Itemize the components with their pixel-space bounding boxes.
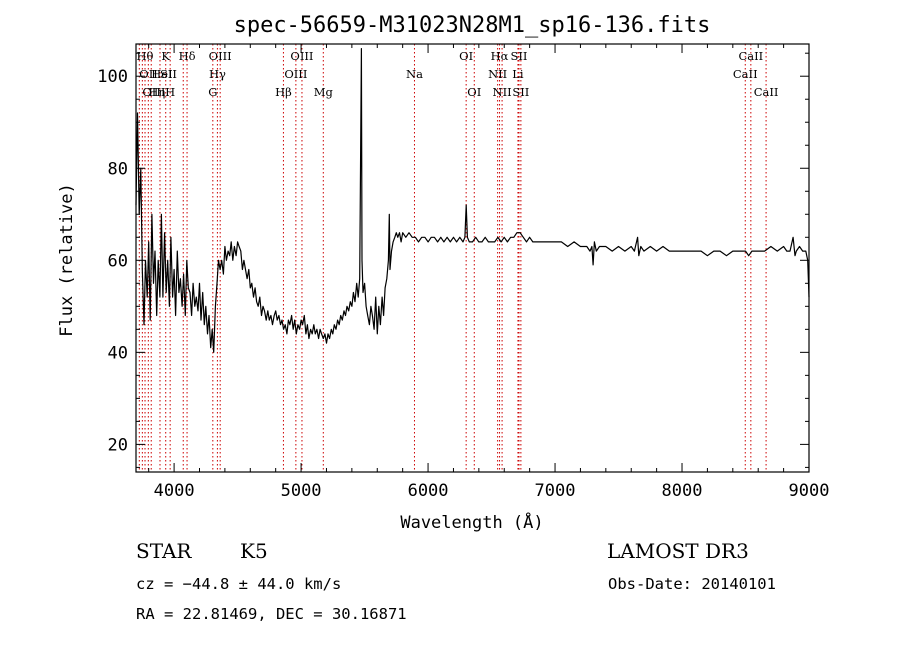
marker-label: SII	[160, 67, 177, 81]
marker-label: Hη	[148, 85, 165, 99]
marker-label: K	[161, 49, 170, 63]
x-tick-label: 4000	[154, 481, 195, 501]
x-tick-label: 7000	[535, 481, 576, 501]
line-markers	[138, 44, 767, 472]
y-axis: 20 40 60 80 100	[97, 52, 809, 468]
x-tick-label: 9000	[789, 481, 830, 501]
marker-label: Hδ	[179, 49, 196, 63]
survey-name: LAMOST DR3	[607, 539, 749, 563]
marker-label: NII	[488, 67, 507, 81]
y-axis-label: Flux (relative)	[57, 183, 77, 337]
marker-label: SII	[512, 85, 529, 99]
coordinates: RA = 22.81469, DEC = 30.16871	[136, 605, 407, 623]
marker-label: CaII	[754, 85, 779, 99]
marker-label: HeI	[151, 67, 172, 81]
marker-label: Hγ	[209, 67, 226, 81]
x-axis-label: Wavelength (Å)	[400, 511, 543, 533]
marker-label: OIII	[290, 49, 313, 63]
marker-label: OI	[459, 49, 473, 63]
x-tick-label: 5000	[281, 481, 322, 501]
y-tick-label: 20	[108, 435, 128, 455]
marker-label: CaII	[733, 67, 758, 81]
marker-label: Mg	[314, 85, 334, 99]
x-tick-label: 8000	[662, 481, 703, 501]
y-tick-label: 100	[97, 67, 128, 87]
subclass: K5	[240, 539, 268, 563]
observation-date: Obs-Date: 20140101	[608, 575, 776, 593]
marker-label: Na	[406, 67, 423, 81]
marker-label: OIII	[209, 49, 232, 63]
marker-label: Hθ	[137, 49, 154, 63]
x-axis: 4000 5000 6000 7000 8000 9000	[148, 44, 830, 501]
marker-label: OIII	[142, 85, 165, 99]
redshift-cz: cz = −44.8 ± 44.0 km/s	[136, 575, 341, 593]
marker-label: NII	[493, 85, 512, 99]
marker-label: Hβ	[275, 85, 292, 99]
chart-title: spec-56659-M31023N28M1_sp16-136.fits	[234, 13, 711, 38]
line-marker-labels: OIIOIIIHθHηHeISIIKHHδGHγOIIIHβOIIIOIIIMg…	[137, 49, 779, 99]
marker-label: H	[165, 85, 175, 99]
marker-label: Li	[512, 67, 524, 81]
object-class: STAR	[136, 539, 192, 563]
x-tick-label: 6000	[408, 481, 449, 501]
y-tick-label: 60	[108, 251, 128, 271]
y-tick-label: 80	[108, 159, 128, 179]
marker-label: OI	[467, 85, 481, 99]
marker-label: SII	[510, 49, 527, 63]
marker-label: G	[208, 85, 217, 99]
info-panel: STAR K5 LAMOST DR3 cz = −44.8 ± 44.0 km/…	[136, 539, 776, 623]
marker-label: OIII	[284, 67, 307, 81]
marker-label: Hα	[491, 49, 509, 63]
y-tick-label: 40	[108, 343, 128, 363]
marker-label: CaII	[738, 49, 763, 63]
marker-label: OII	[139, 67, 158, 81]
plot-frame	[135, 43, 810, 473]
spectrum-line	[135, 47, 810, 353]
